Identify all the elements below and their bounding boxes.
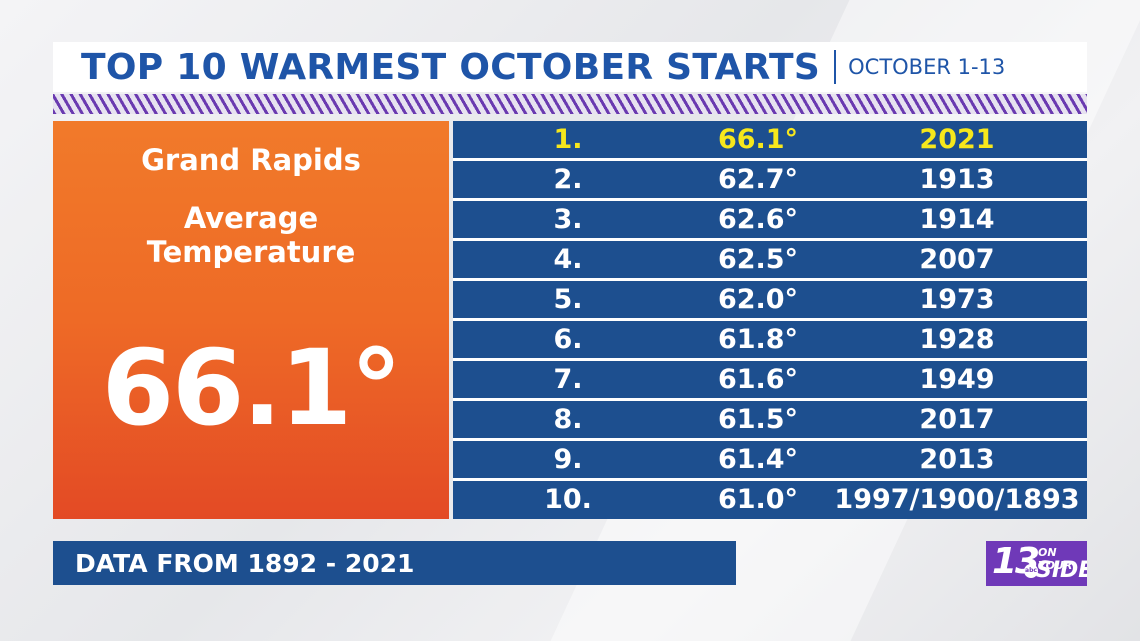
rank-cell: 4. (553, 244, 583, 275)
year-cell: 2007 (919, 244, 995, 275)
temperature-cell: 61.4° (717, 444, 799, 475)
table-row: 9. 61.4° 2013 (453, 441, 1087, 478)
abc-logo-icon: abc (1024, 564, 1038, 578)
page-subtitle: OCTOBER 1-13 (848, 55, 1006, 79)
year-cell: 1913 (919, 164, 995, 195)
rank-cell: 5. (553, 284, 583, 315)
rank-cell: 1. (553, 124, 583, 155)
rank-cell: 10. (544, 484, 592, 515)
temperature-cell: 62.6° (717, 204, 799, 235)
data-source-bar: DATA FROM 1892 - 2021 (53, 541, 736, 585)
year-cell: 2021 (919, 124, 995, 155)
year-cell: 1997/1900/1893 (834, 484, 1080, 515)
table-row: 4. 62.5° 2007 (453, 241, 1087, 278)
table-row: 7. 61.6° 1949 (453, 361, 1087, 398)
temperature-cell: 62.0° (717, 284, 799, 315)
decorative-stripe (53, 94, 1087, 114)
temperature-cell: 61.0° (717, 484, 799, 515)
table-row: 3. 62.6° 1914 (453, 201, 1087, 238)
temperature-cell: 62.5° (717, 244, 799, 275)
rank-cell: 7. (553, 364, 583, 395)
temperature-cell: 61.5° (717, 404, 799, 435)
logo-tagline-bottom: SIDE (1036, 558, 1087, 583)
temperature-cell: 62.7° (717, 164, 799, 195)
panel-label-line1: Average (183, 201, 319, 235)
station-logo: 13 abc ON YOUR SIDE (986, 541, 1087, 586)
rank-cell: 6. (553, 324, 583, 355)
table-row: 2. 62.7° 1913 (453, 161, 1087, 198)
temperature-cell: 61.6° (717, 364, 799, 395)
table-row: 1. 66.1° 2021 (453, 121, 1087, 158)
temperature-cell: 61.8° (717, 324, 799, 355)
rank-cell: 8. (553, 404, 583, 435)
table-row: 8. 61.5° 2017 (453, 401, 1087, 438)
page-title: TOP 10 WARMEST OCTOBER STARTS (81, 46, 821, 88)
year-cell: 1928 (919, 324, 995, 355)
year-cell: 1949 (919, 364, 995, 395)
highlight-panel: Grand Rapids Average Temperature 66.1° (53, 121, 449, 519)
title-separator (834, 50, 837, 84)
rankings-table: 1. 66.1° 2021 2. 62.7° 1913 3. 62.6° 191… (453, 121, 1087, 519)
year-cell: 2013 (919, 444, 995, 475)
average-temperature-value: 66.1° (101, 327, 403, 449)
rank-cell: 9. (553, 444, 583, 475)
table-row: 10. 61.0° 1997/1900/1893 (453, 481, 1087, 519)
year-cell: 2017 (919, 404, 995, 435)
year-cell: 1973 (919, 284, 995, 315)
table-row: 5. 62.0° 1973 (453, 281, 1087, 318)
rank-cell: 3. (553, 204, 583, 235)
rank-cell: 2. (553, 164, 583, 195)
data-source-text: DATA FROM 1892 - 2021 (75, 548, 415, 578)
city-name: Grand Rapids (141, 143, 361, 177)
logo-tagline-top: ON YOUR (1038, 546, 1073, 572)
title-bar: TOP 10 WARMEST OCTOBER STARTS OCTOBER 1-… (53, 42, 1087, 92)
year-cell: 1914 (919, 204, 995, 235)
panel-label-line2: Temperature (146, 235, 356, 269)
temperature-cell: 66.1° (717, 124, 799, 155)
table-row: 6. 61.8° 1928 (453, 321, 1087, 358)
